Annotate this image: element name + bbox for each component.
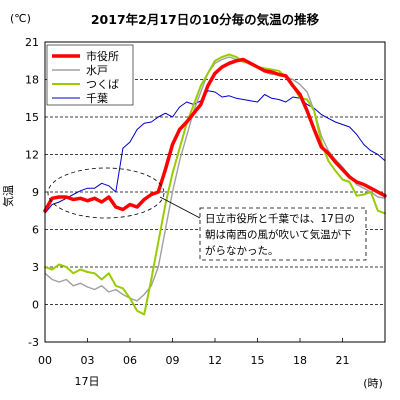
- y-tick-label-8: 21: [25, 36, 39, 49]
- x-tick-label-3: 09: [166, 354, 180, 367]
- highlight-ellipse: [47, 167, 165, 219]
- x-unit-label: (時): [363, 377, 383, 390]
- legend-label-3: 千葉: [86, 91, 108, 105]
- chart-title: 2017年2月17日の10分毎の気温の推移: [91, 12, 320, 27]
- x-tick-label-4: 12: [208, 354, 222, 367]
- x-tick-label-6: 18: [293, 354, 307, 367]
- y-tick-label-3: 6: [32, 224, 39, 237]
- y-tick-label-2: 3: [32, 261, 39, 274]
- x-tick-label-1: 03: [81, 354, 95, 367]
- annotation-line-1: 日立市役所と千葉では、17日の: [205, 212, 355, 225]
- y-unit-label: (℃): [10, 12, 31, 25]
- y-tick-label-1: 0: [32, 299, 39, 312]
- legend-label-1: 水戸: [86, 64, 108, 77]
- y-tick-label-5: 12: [25, 149, 39, 162]
- annotation-line-2: 朝は南西の風が吹いて気温が下: [205, 228, 352, 241]
- x-date-label: 17日: [75, 375, 100, 388]
- x-tick-label-2: 06: [123, 354, 137, 367]
- y-tick-label-7: 18: [25, 74, 39, 87]
- y-axis-label: 気温: [1, 185, 15, 207]
- series-line-3: [44, 90, 386, 214]
- x-tick-label-5: 15: [251, 354, 265, 367]
- annotation-arrow: [159, 196, 201, 219]
- series-line-1: [44, 56, 386, 302]
- annotation-line-3: がらなかった。: [205, 244, 279, 257]
- y-tick-label-6: 15: [25, 111, 39, 124]
- series-line-2: [44, 53, 386, 316]
- series-line-0: [43, 57, 387, 213]
- legend-label-2: つくば: [86, 78, 119, 91]
- legend: 市役所 水戸 つくば 千葉: [46, 44, 134, 106]
- y-tick-label-4: 9: [32, 186, 39, 199]
- legend-label-0: 市役所: [86, 49, 119, 63]
- x-tick-label-0: 00: [38, 354, 52, 367]
- x-tick-label-7: 21: [336, 354, 350, 367]
- annotation-text: 日立市役所と千葉では、17日の 朝は南西の風が吹いて気温が下 がらなかった。: [205, 212, 358, 257]
- y-tick-label-0: -3: [28, 336, 39, 349]
- annotation-box: [199, 207, 367, 261]
